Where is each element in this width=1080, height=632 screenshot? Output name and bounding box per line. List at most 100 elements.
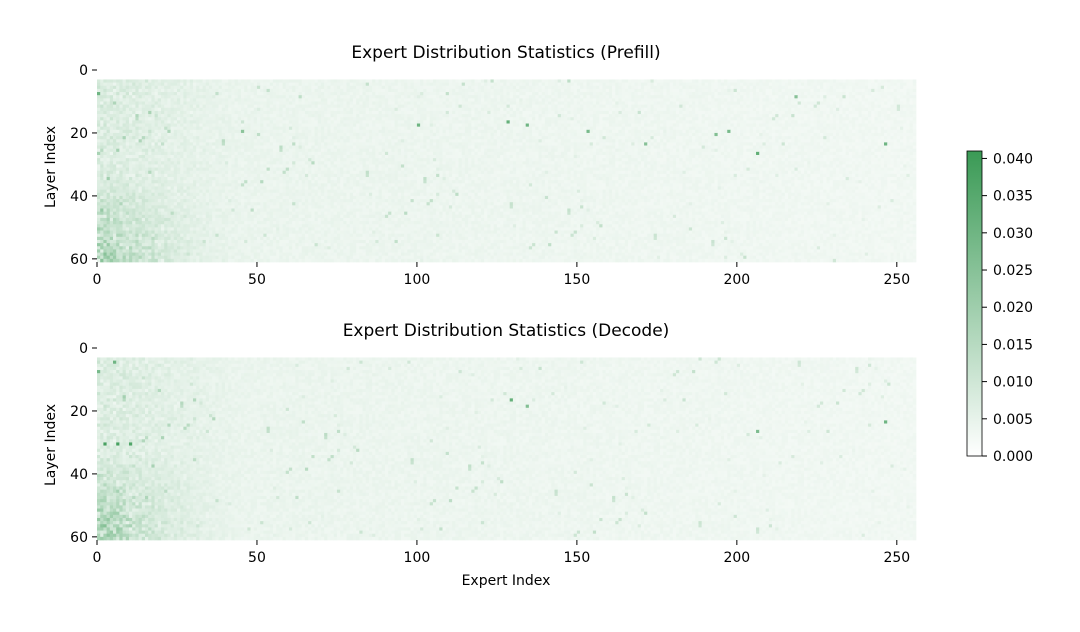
heatmap-cell (356, 98, 360, 102)
heatmap-cell (526, 89, 530, 93)
heatmap-cell (452, 92, 456, 96)
heatmap-cell (260, 92, 264, 96)
heatmap-cell (590, 105, 594, 109)
heatmap-cell (475, 83, 479, 87)
heatmap-cell (551, 79, 555, 83)
heatmap-cell (276, 139, 280, 143)
heatmap-cell (721, 108, 725, 112)
heatmap-cell (532, 133, 536, 137)
heatmap-cell (215, 92, 219, 96)
heatmap-cell (516, 133, 520, 137)
heatmap-cell (702, 105, 706, 109)
heatmap-cell (580, 95, 584, 99)
heatmap-cell (900, 127, 904, 131)
heatmap-cell (900, 79, 904, 83)
heatmap-cell (609, 86, 613, 90)
heatmap-cell (481, 124, 485, 128)
heatmap-cell (318, 133, 322, 137)
heatmap-cell (388, 117, 392, 121)
heatmap-cell (244, 108, 248, 112)
prefill-title: Expert Distribution Statistics (Prefill) (351, 43, 660, 63)
heatmap-cell (887, 108, 891, 112)
heatmap-cell (583, 95, 587, 99)
heatmap-cell (650, 86, 654, 90)
heatmap-cell (251, 136, 255, 140)
heatmap-cell (718, 83, 722, 87)
heatmap-cell (858, 105, 862, 109)
heatmap-cell (782, 92, 786, 96)
heatmap-cell (519, 79, 523, 83)
heatmap-cell (625, 101, 629, 105)
heatmap-cell (484, 124, 488, 128)
heatmap-cell (906, 124, 910, 128)
heatmap-cell (894, 130, 898, 134)
heatmap-cell (644, 133, 648, 137)
heatmap-cell (417, 136, 421, 140)
heatmap-cell (199, 120, 203, 124)
heatmap-cell (340, 98, 344, 102)
heatmap-cell (666, 108, 670, 112)
heatmap-cell (494, 127, 498, 131)
heatmap-cell (315, 108, 319, 112)
heatmap-cell (395, 114, 399, 118)
heatmap-cell (241, 98, 245, 102)
heatmap-cell (267, 83, 271, 87)
heatmap-cell (558, 114, 562, 118)
heatmap-cell (251, 86, 255, 90)
heatmap-cell (129, 139, 133, 143)
heatmap-cell (222, 139, 226, 143)
heatmap-cell (142, 139, 146, 143)
heatmap-cell (593, 117, 597, 121)
heatmap-cell (340, 92, 344, 96)
heatmap-cell (411, 92, 415, 96)
heatmap-cell (695, 83, 699, 87)
heatmap-cell (158, 105, 162, 109)
heatmap-cell (379, 127, 383, 131)
heatmap-cell (826, 92, 830, 96)
heatmap-cell (561, 105, 565, 109)
heatmap-cell (379, 86, 383, 90)
heatmap-cell (347, 130, 351, 134)
heatmap-cell (750, 92, 754, 96)
heatmap-cell (612, 133, 616, 137)
heatmap-cell (756, 95, 760, 99)
heatmap-cell (778, 89, 782, 93)
heatmap-cell (353, 83, 357, 87)
heatmap-cell (321, 79, 325, 83)
heatmap-cell (529, 124, 533, 128)
heatmap-cell (718, 120, 722, 124)
heatmap-cell (814, 124, 818, 128)
heatmap-cell (644, 95, 648, 99)
heatmap-cell (535, 105, 539, 109)
heatmap-cell (318, 139, 322, 143)
heatmap-cell (647, 86, 651, 90)
heatmap-cell (612, 92, 616, 96)
heatmap-cell (858, 83, 862, 87)
heatmap-cell (257, 133, 261, 137)
heatmap-cell (580, 114, 584, 118)
heatmap-cell (126, 79, 130, 83)
heatmap-cell (814, 120, 818, 124)
heatmap-cell (551, 98, 555, 102)
heatmap-cell (551, 136, 555, 140)
heatmap-cell (263, 130, 267, 134)
heatmap-cell (318, 79, 322, 83)
heatmap-cell (167, 124, 171, 128)
heatmap-cell (535, 108, 539, 112)
heatmap-cell (593, 83, 597, 87)
heatmap-cell (577, 79, 581, 83)
heatmap-cell (855, 79, 859, 83)
heatmap-cell (852, 130, 856, 134)
heatmap-cell (132, 114, 136, 118)
heatmap-cell (164, 98, 168, 102)
heatmap-cell (254, 83, 258, 87)
heatmap-cell (590, 136, 594, 140)
heatmap-cell (279, 114, 283, 118)
heatmap-cell (762, 92, 766, 96)
heatmap-cell (148, 83, 152, 87)
heatmap-cell (119, 79, 123, 83)
heatmap-cell (491, 92, 495, 96)
heatmap-cell (580, 120, 584, 124)
heatmap-cell (538, 136, 542, 140)
heatmap-cell (826, 89, 830, 93)
